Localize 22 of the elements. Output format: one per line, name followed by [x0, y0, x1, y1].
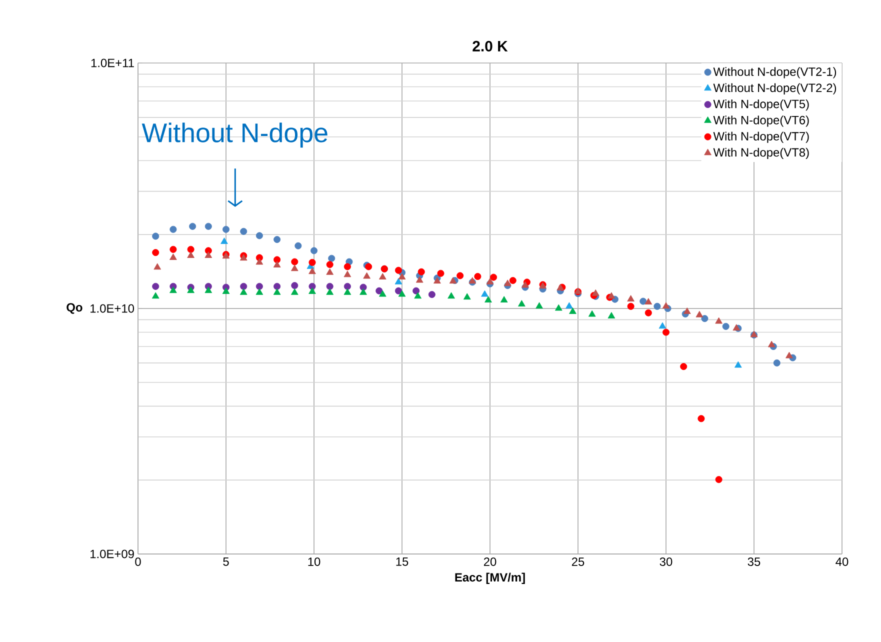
- legend-label: With N-dope(VT8): [713, 148, 809, 160]
- y-tick-label: 1.0E+09: [90, 550, 134, 558]
- x-tick-label: 0: [135, 557, 141, 566]
- legend-label: With N-dope(VT6): [713, 116, 809, 127]
- legend-label: With N-dope(VT7): [713, 132, 809, 143]
- x-tick-label: 20: [484, 557, 496, 566]
- y-tick-label: 1.0E+10: [90, 304, 134, 313]
- x-tick-label: 15: [396, 557, 408, 566]
- x-tick-label: 10: [308, 557, 320, 566]
- y-axis-title: Qo: [66, 303, 82, 314]
- legend-label: With N-dope(VT5): [713, 99, 809, 111]
- y-tick-label: 1.0E+11: [91, 58, 134, 68]
- x-tick-label: 30: [660, 557, 672, 566]
- annotation: Without N-dope: [142, 122, 328, 148]
- x-tick-label: 5: [223, 557, 229, 566]
- legend-label: Without N-dope(VT2-1): [713, 67, 836, 78]
- x-tick-label: 40: [836, 557, 848, 566]
- x-axis-title: Eacc [MV/m]: [455, 572, 525, 584]
- x-tick-label: 25: [572, 557, 584, 566]
- x-tick-label: 35: [748, 557, 760, 566]
- chart-title: 2.0 K: [472, 40, 508, 52]
- legend-label: Without N-dope(VT2-2): [713, 83, 836, 94]
